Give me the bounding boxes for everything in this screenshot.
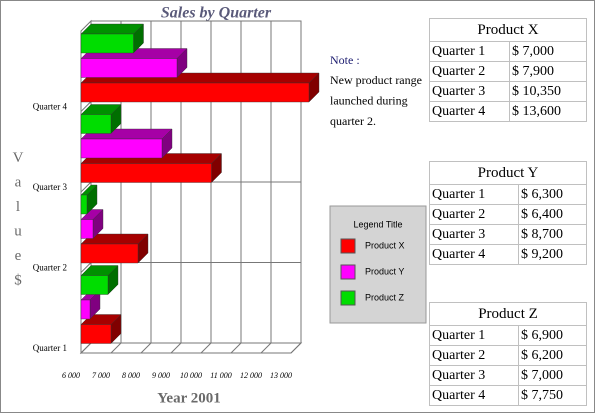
table-cell: Quarter 2 bbox=[429, 61, 510, 82]
table-title: Product Z bbox=[429, 302, 587, 326]
y-tick-label: Quarter 3 bbox=[33, 182, 68, 192]
table-cell: Quarter 4 bbox=[429, 244, 519, 265]
y-tick-label: Quarter 2 bbox=[33, 263, 67, 273]
bar-face bbox=[80, 114, 112, 134]
data-table: Product X Quarter 1 $ 7,000 Quarter 2 $ 7,90… bbox=[429, 18, 587, 122]
bar-face bbox=[80, 23, 144, 35]
bar-face bbox=[80, 58, 178, 78]
table-cell: $ 8,700 bbox=[518, 224, 587, 245]
table-cell: Quarter 3 bbox=[429, 365, 519, 386]
data-table: Product Y Quarter 1 $ 6,300 Quarter 2 $ 6,40… bbox=[429, 161, 587, 265]
note-line: launched during bbox=[330, 93, 408, 107]
table-cell: Quarter 3 bbox=[429, 224, 519, 245]
legend-label: Product X bbox=[365, 240, 405, 250]
grid-line bbox=[140, 21, 152, 354]
note-title: Note : bbox=[330, 53, 360, 67]
legend-swatch bbox=[340, 290, 356, 306]
x-tick-label: 13 000 bbox=[270, 371, 292, 380]
table-cell: Quarter 2 bbox=[429, 345, 519, 366]
legend-title: Legend Title bbox=[353, 219, 402, 229]
x-tick-label: 12 000 bbox=[240, 371, 262, 380]
bar-face bbox=[80, 82, 310, 103]
bar bbox=[80, 289, 101, 320]
bar bbox=[80, 314, 122, 344]
bar-face bbox=[80, 243, 139, 264]
bar bbox=[80, 104, 122, 134]
bar-face bbox=[80, 275, 109, 295]
bar bbox=[80, 23, 144, 54]
table-cell: $ 13,600 bbox=[509, 101, 587, 122]
table-cell: $ 6,400 bbox=[518, 204, 587, 225]
table-cell: Quarter 1 bbox=[429, 184, 519, 205]
table-cell: Quarter 4 bbox=[429, 385, 519, 406]
note-line: quarter 2. bbox=[330, 114, 376, 128]
legend-label: Product Z bbox=[365, 292, 405, 302]
x-tick-label: 11 000 bbox=[210, 371, 231, 380]
table-cell: $ 7,000 bbox=[509, 41, 587, 62]
legend-label: Product Y bbox=[365, 266, 404, 276]
x-tick-label: 9 000 bbox=[152, 371, 170, 380]
table-title: Product Y bbox=[429, 161, 587, 185]
table-cell: Quarter 4 bbox=[429, 101, 510, 122]
bar bbox=[80, 265, 119, 295]
table-cell: $ 9,200 bbox=[518, 244, 587, 265]
bar-face bbox=[80, 163, 212, 183]
bar bbox=[80, 233, 149, 264]
grid-line bbox=[260, 21, 272, 354]
chart-title: Sales by Quarter bbox=[161, 5, 272, 22]
table-cell: Quarter 1 bbox=[429, 325, 519, 346]
bar-face bbox=[80, 324, 112, 344]
table-title: Product X bbox=[429, 18, 587, 42]
bar-face bbox=[80, 194, 88, 215]
note-line: New product range bbox=[330, 73, 422, 87]
grid-line bbox=[230, 21, 242, 354]
bar bbox=[80, 184, 98, 215]
grid-line bbox=[110, 21, 122, 354]
bar-face bbox=[80, 219, 94, 239]
table-cell: $ 7,750 bbox=[518, 385, 587, 406]
data-table: Product Z Quarter 1 $ 6,900 Quarter 2 $ 6,20… bbox=[429, 302, 587, 406]
y-tick-label: Quarter 4 bbox=[33, 102, 68, 112]
grid-line bbox=[290, 21, 302, 354]
table-cell: $ 6,300 bbox=[518, 184, 587, 205]
x-tick-label: 8 000 bbox=[122, 371, 140, 380]
table-cell: $ 7,000 bbox=[518, 365, 587, 386]
x-axis-label: Year 2001 bbox=[157, 390, 220, 406]
table-cell: $ 7,900 bbox=[509, 61, 587, 82]
table-cell: Quarter 3 bbox=[429, 81, 510, 102]
legend-swatch bbox=[340, 264, 356, 280]
grid-line bbox=[200, 21, 212, 354]
floor bbox=[79, 342, 303, 354]
bar-face bbox=[80, 33, 134, 54]
x-tick-label: 6 000 bbox=[62, 371, 80, 380]
bar-face bbox=[80, 299, 91, 320]
x-tick-label: 7 000 bbox=[92, 371, 110, 380]
legend-swatch bbox=[340, 238, 356, 254]
table-cell: $ 10,350 bbox=[509, 81, 587, 102]
grid-line bbox=[170, 21, 182, 354]
table-cell: $ 6,200 bbox=[518, 345, 587, 366]
bar-face bbox=[80, 138, 163, 159]
x-tick-label: 10 000 bbox=[180, 371, 202, 380]
bar bbox=[80, 209, 104, 239]
table-cell: Quarter 1 bbox=[429, 41, 510, 62]
table-cell: Quarter 2 bbox=[429, 204, 519, 225]
table-cell: $ 6,900 bbox=[518, 325, 587, 346]
y-tick-label: Quarter 1 bbox=[33, 343, 67, 353]
